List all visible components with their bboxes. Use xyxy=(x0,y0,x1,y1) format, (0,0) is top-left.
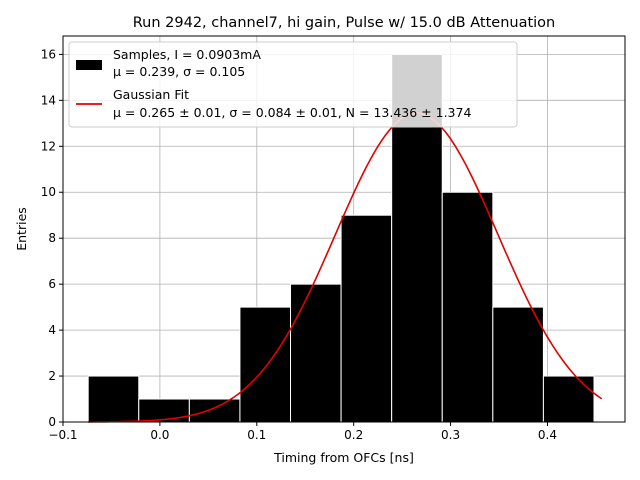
x-tick-label: 0.0 xyxy=(150,428,169,442)
y-tick-label: 8 xyxy=(48,231,56,245)
legend-fit-label: Gaussian Fit xyxy=(113,87,189,102)
gaussian-fit-curve xyxy=(88,112,603,423)
legend-samples-swatch xyxy=(76,60,102,70)
legend: Samples, I = 0.0903mA μ = 0.239, σ = 0.1… xyxy=(68,41,518,128)
x-tick-label: 0.3 xyxy=(441,428,460,442)
x-tick-label: 0.4 xyxy=(538,428,557,442)
chart-title: Run 2942, channel7, hi gain, Pulse w/ 15… xyxy=(133,15,556,31)
x-tick-label: 0.2 xyxy=(344,428,363,442)
legend-fit-stats: μ = 0.265 ± 0.01, σ = 0.084 ± 0.01, N = … xyxy=(113,105,471,120)
y-tick-label: 10 xyxy=(41,185,56,199)
x-tick-label: −0.1 xyxy=(48,428,77,442)
x-axis-label: Timing from OFCs [ns] xyxy=(273,450,414,465)
histogram-bar xyxy=(492,306,544,423)
y-axis-label: Entries xyxy=(14,207,29,251)
histogram-bar xyxy=(239,306,292,423)
y-tick-label: 14 xyxy=(41,93,56,107)
y-tick-label: 12 xyxy=(41,139,56,153)
histogram-bar xyxy=(87,375,140,423)
histogram-bar xyxy=(340,214,393,423)
y-tick-label: 16 xyxy=(41,47,56,61)
histogram-bar xyxy=(138,398,190,423)
y-axis-ticks: 0 2 4 6 8 10 12 14 16 xyxy=(41,47,63,429)
histogram-bar xyxy=(542,375,595,423)
legend-box xyxy=(68,41,518,128)
y-tick-label: 6 xyxy=(48,277,56,291)
histogram-bar xyxy=(441,191,494,423)
histogram-bar xyxy=(188,398,241,423)
histogram-bars xyxy=(87,53,595,423)
x-axis-ticks: −0.1 0.0 0.1 0.2 0.3 0.4 xyxy=(48,422,557,442)
y-tick-label: 0 xyxy=(48,415,56,429)
plot-frame xyxy=(62,35,626,423)
y-tick-label: 2 xyxy=(48,369,56,383)
legend-samples-label: Samples, I = 0.0903mA xyxy=(113,47,261,62)
x-tick-label: 0.1 xyxy=(247,428,266,442)
histogram-bar xyxy=(290,283,342,423)
y-tick-label: 4 xyxy=(48,323,56,337)
legend-samples-stats: μ = 0.239, σ = 0.105 xyxy=(113,64,245,79)
